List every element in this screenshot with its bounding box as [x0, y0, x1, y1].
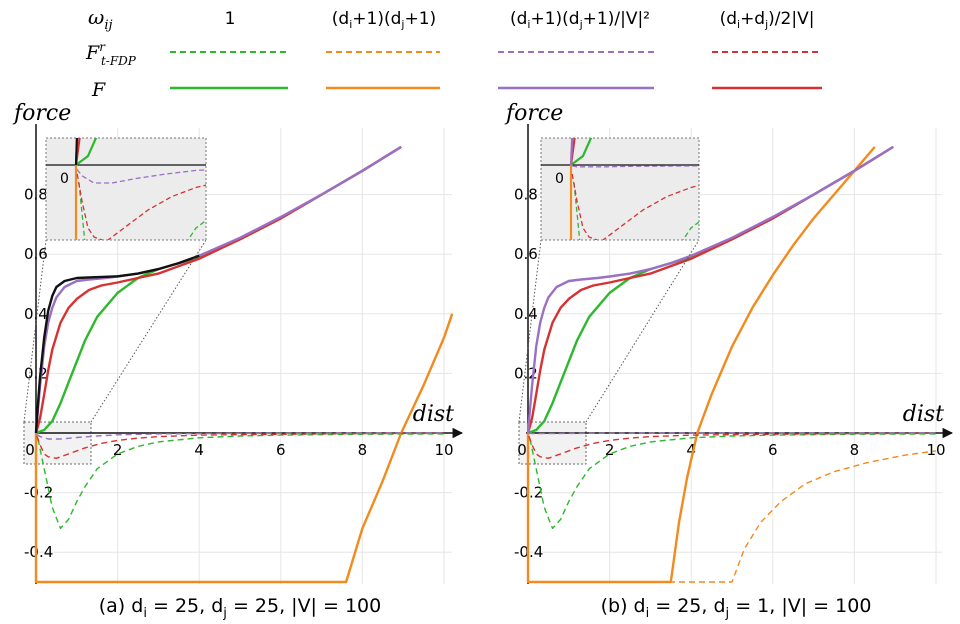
x-tick-label: 10 — [434, 441, 453, 459]
legend-trfdp-label: Fr t-FDP — [85, 40, 137, 68]
x-tick-label: 4 — [686, 441, 696, 459]
series-line-dashed-6 — [36, 432, 445, 440]
x-tick-label: 2 — [605, 441, 615, 459]
legend-f-label: F — [91, 79, 106, 101]
y-tick-label: 0.4 — [24, 305, 48, 323]
series-line-dashed-7 — [528, 432, 936, 435]
series-line-solid-2 — [34, 313, 454, 584]
series-line-dashed-4 — [36, 432, 445, 459]
x-tick-label: 10 — [926, 441, 945, 459]
inset-frame — [540, 137, 700, 241]
inset-connector — [518, 239, 542, 423]
inset-series — [541, 138, 699, 240]
series-line-dashed-1 — [529, 433, 937, 530]
legend-col-label-2: (di+1)(dj+1) — [332, 9, 436, 31]
series-line-dashed-5 — [528, 432, 937, 459]
x-axis-label: dist — [413, 402, 454, 427]
y-tick-label: -0.2 — [24, 484, 53, 502]
x-tick-label: 0 — [517, 441, 527, 459]
y-tick-label: 0.8 — [514, 186, 538, 204]
series-group — [34, 145, 454, 584]
x-tick-label: 4 — [194, 441, 204, 459]
inset-frame — [45, 137, 207, 241]
legend: ωij Fr t-FDP F 1 (di+1)(dj+1) (di+1)(dj+1… — [85, 5, 822, 101]
x-tick-label: 6 — [768, 441, 778, 459]
y-tick-label: 0.4 — [514, 305, 538, 323]
inset-connector — [23, 239, 47, 423]
inset-series-line-5 — [571, 173, 699, 240]
inset-origin-label: 0 — [60, 171, 69, 187]
y-tick-label: 0.6 — [514, 245, 538, 263]
series-line-dashed-1 — [37, 433, 445, 530]
legend-col-label-3: (di+1)(dj+1)/|V|² — [510, 9, 650, 31]
inset-series-line-2 — [569, 165, 573, 240]
series-line-solid-3 — [34, 145, 402, 434]
x-tick-label: 8 — [850, 441, 860, 459]
caption-a: (a) di = 25, dj = 25, |V| = 100 — [99, 595, 381, 621]
y-axis-label: force — [504, 101, 563, 126]
series-line-solid-6 — [526, 145, 894, 434]
x-tick-label: 8 — [358, 441, 368, 459]
series-group — [526, 145, 937, 584]
panel-a: 0 2 4 6 8 10 -0.4 -0.2 0.2 0.4 0.6 0.8 dist force 0 — [12, 101, 464, 584]
legend-col-label-4: (di+dj)/2|V| — [720, 9, 815, 31]
inset-connector — [90, 239, 207, 423]
series-line-solid-2 — [526, 146, 876, 584]
series-line-solid-7 — [34, 254, 200, 434]
y-axis-label: force — [12, 101, 71, 126]
y-tick-label: 0.2 — [24, 364, 48, 382]
series-line-solid-4 — [526, 145, 894, 434]
inset-origin-label: 0 — [555, 171, 564, 187]
series-line-dashed-3 — [527, 433, 937, 583]
inset-connector — [585, 239, 700, 423]
x-tick-label: 6 — [276, 441, 286, 459]
legend-col-label-1: 1 — [225, 9, 236, 29]
inset-series-line-4 — [76, 173, 206, 240]
y-tick-label: -0.4 — [24, 543, 53, 561]
x-tick-label: 2 — [113, 441, 123, 459]
inset-series — [46, 138, 206, 240]
legend-weight-label: ωij — [88, 5, 113, 33]
x-tick-label: 0 — [25, 441, 35, 459]
grid — [36, 128, 452, 584]
caption-b: (b) di = 25, dj = 1, |V| = 100 — [601, 595, 872, 621]
grid — [526, 128, 942, 584]
x-axis-label: dist — [903, 402, 944, 427]
y-tick-label: 0.8 — [24, 186, 48, 204]
y-tick-label: 0.6 — [24, 245, 48, 263]
